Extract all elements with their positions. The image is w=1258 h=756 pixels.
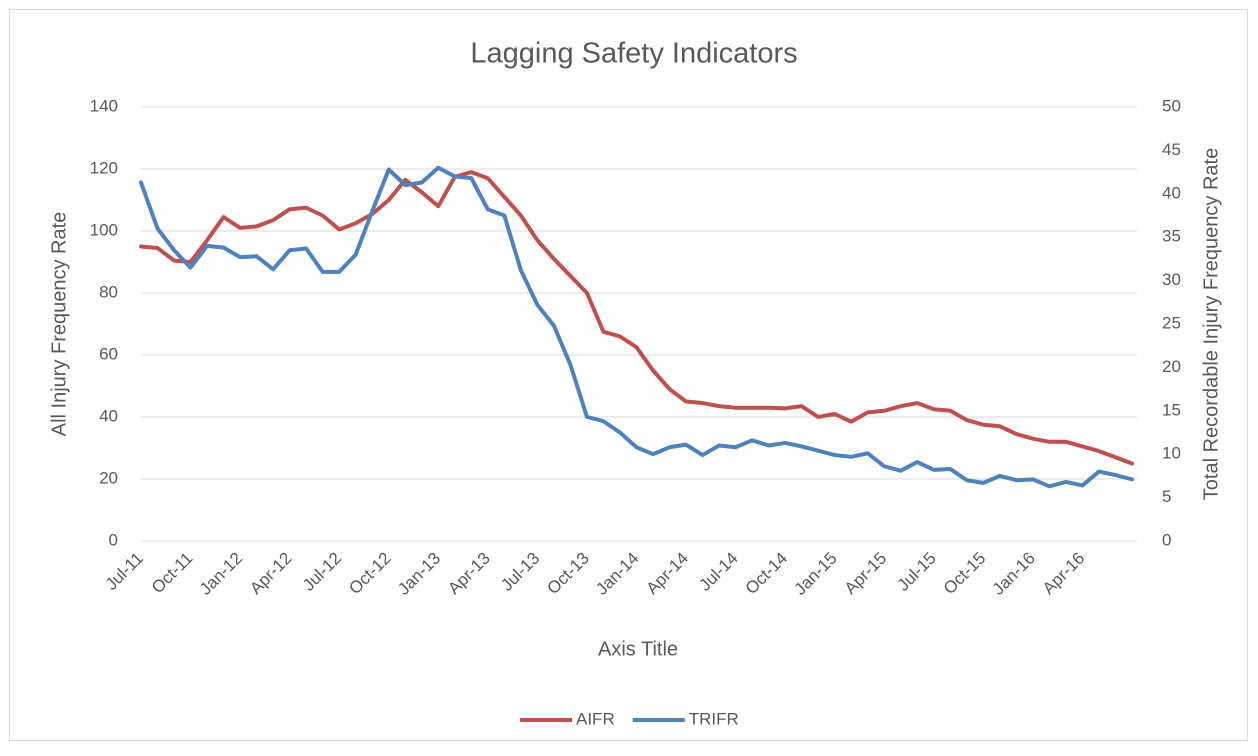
chart-border [9, 9, 1248, 741]
chart-title: Lagging Safety Indicators [470, 38, 797, 70]
y-tick-label: 40 [99, 406, 118, 425]
legend-label: TRIFR [689, 709, 739, 728]
y2-tick-label: 35 [1162, 227, 1181, 246]
y2-tick-label: 30 [1162, 270, 1181, 289]
y-tick-label: 100 [90, 220, 118, 239]
y-tick-label: 80 [99, 282, 118, 301]
series-line [139, 165, 1134, 489]
y2-tick-label: 45 [1162, 140, 1181, 159]
y-tick-label: 60 [99, 344, 118, 363]
series-line [139, 170, 1134, 466]
y2-tick-label: 0 [1162, 530, 1171, 549]
y2-axis-title: Total Recordable Injury Frequency Rate [1200, 148, 1222, 500]
y-tick-label: 140 [90, 96, 118, 115]
y2-tick-label: 40 [1162, 183, 1181, 202]
y2-tick-label: 50 [1162, 96, 1181, 115]
y-tick-label: 0 [109, 530, 118, 549]
y2-tick-label: 15 [1162, 400, 1181, 419]
y2-tick-label: 25 [1162, 313, 1181, 332]
y-axis-title: All Injury Frequency Rate [48, 212, 70, 437]
y-tick-label: 120 [90, 158, 118, 177]
y2-tick-label: 10 [1162, 444, 1181, 463]
legend-label: AIFR [576, 709, 615, 728]
x-axis-title: Axis Title [598, 638, 678, 660]
y2-tick-label: 5 [1162, 487, 1171, 506]
y-tick-label: 20 [99, 468, 118, 487]
y2-tick-label: 20 [1162, 357, 1181, 376]
